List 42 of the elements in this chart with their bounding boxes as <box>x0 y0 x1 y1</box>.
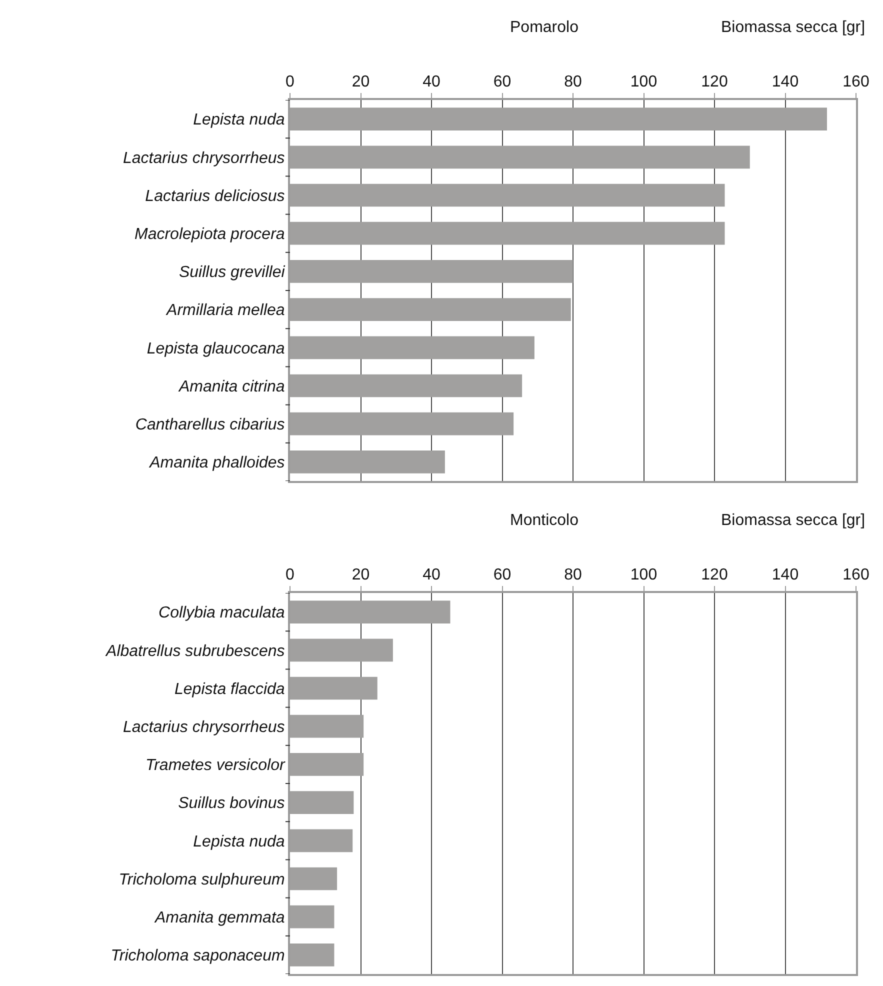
y-tick-label: Cantharellus cibarius <box>135 416 285 434</box>
y-tick-label: Amanita phalloides <box>148 454 285 472</box>
x-tick-label: 20 <box>352 74 370 91</box>
x-tick-label: 0 <box>286 74 295 91</box>
x-tick-label: 40 <box>422 566 440 584</box>
y-tick-label: Lactarius chrysorrheus <box>122 150 285 167</box>
y-tick-label: Armillaria mellea <box>166 302 285 320</box>
y-tick-label: Amanita gemmata <box>154 909 285 926</box>
y-tick-label: Lactarius deliciosus <box>145 188 285 205</box>
x-tick-label: 60 <box>493 74 512 91</box>
chart-title: Pomarolo <box>510 19 579 36</box>
y-tick-label: Suillus grevillei <box>178 264 286 282</box>
y-tick-label: Lepista nuda <box>193 833 285 850</box>
x-tick-label: 20 <box>352 566 370 584</box>
x-tick-label: 160 <box>842 566 870 584</box>
y-tick-label: Amanita citrina <box>178 378 285 396</box>
x-tick-label: 140 <box>772 74 799 91</box>
y-tick-label: Collybia maculata <box>158 604 285 622</box>
y-tick-label: Tricholoma saponaceum <box>110 948 285 965</box>
y-tick-label: Lactarius chrysorrheus <box>122 718 285 736</box>
x-tick-label: 80 <box>564 566 582 584</box>
y-tick-label: Lepista nuda <box>193 112 285 129</box>
x-tick-label: 100 <box>630 566 658 584</box>
x-tick-label: 40 <box>422 74 440 91</box>
y-tick-label: Macrolepiota procera <box>134 226 285 243</box>
x-tick-label: 140 <box>772 566 799 584</box>
x-tick-label: 80 <box>564 74 582 91</box>
y-tick-label: Albatrellus subrubescens <box>105 642 285 660</box>
x-tick-label: 160 <box>842 74 870 91</box>
y-tick-label: Lepista glaucocana <box>146 340 285 358</box>
x-tick-label: 120 <box>701 74 728 91</box>
x-axis-title: Biomassa secca [gr] <box>721 512 866 529</box>
x-tick-label: 60 <box>493 566 512 584</box>
x-tick-label: 100 <box>630 74 658 91</box>
y-tick-label: Lepista flaccida <box>174 680 285 698</box>
y-tick-label: Tricholoma sulphureum <box>118 871 285 888</box>
x-tick-label: 0 <box>286 566 295 584</box>
y-tick-label: Suillus bovinus <box>178 795 285 812</box>
x-axis-title: Biomassa secca [gr] <box>721 19 866 36</box>
chart-title: Monticolo <box>510 512 579 529</box>
y-tick-label: Trametes versicolor <box>146 757 286 774</box>
x-tick-label: 120 <box>701 566 728 584</box>
